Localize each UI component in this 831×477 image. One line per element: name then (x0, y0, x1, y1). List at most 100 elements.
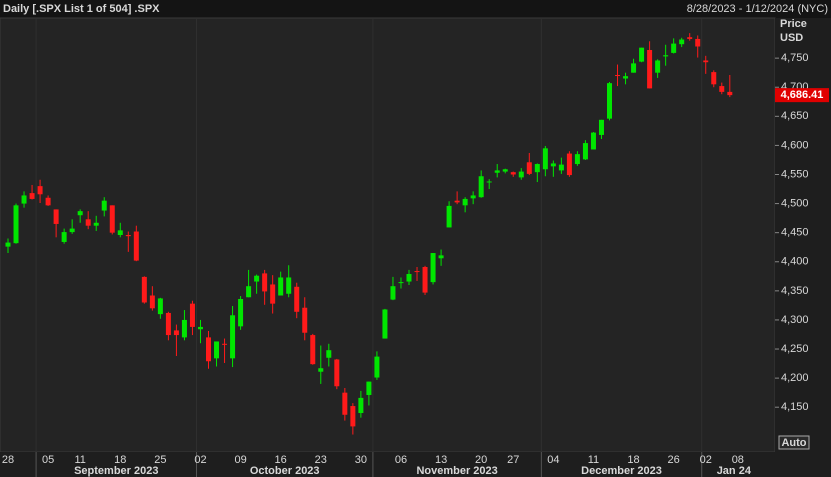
candle-body (254, 275, 260, 282)
candle-body (631, 63, 637, 73)
candle-body (719, 86, 725, 92)
month-label: November 2023 (416, 465, 497, 477)
y-tick-label: 4,150 (781, 401, 809, 413)
candle-body (310, 335, 316, 365)
candle-body (181, 319, 187, 338)
x-tick-label: 25 (154, 454, 166, 466)
candle-body (671, 43, 677, 53)
candle-body (574, 154, 580, 165)
candle-body (454, 200, 460, 203)
candle-body (342, 392, 348, 415)
date-range: 8/28/2023 - 1/12/2024 (NYC) (687, 3, 828, 15)
x-tick-label: 06 (395, 454, 407, 466)
x-tick-label: 09 (234, 454, 246, 466)
x-tick-label: 05 (42, 454, 54, 466)
candle-body (222, 343, 228, 345)
candle-body (406, 273, 412, 282)
candle-body (663, 55, 669, 57)
candle-body (262, 273, 268, 292)
candle-body (93, 222, 99, 226)
x-tick-label: 20 (475, 454, 487, 466)
x-tick-label: 30 (355, 454, 367, 466)
plot-area (0, 17, 776, 453)
y-tick-label: 4,500 (781, 197, 809, 209)
x-tick-label: 27 (507, 454, 519, 466)
y-tick-label: 4,350 (781, 285, 809, 297)
candle-body (350, 406, 356, 427)
candle-body (711, 72, 717, 85)
candle-body (526, 162, 532, 174)
x-tick-label: 23 (315, 454, 327, 466)
auto-button[interactable]: Auto (781, 437, 806, 449)
candle-body (326, 350, 332, 358)
y-label: Price (780, 18, 807, 30)
candle-body (679, 39, 685, 45)
candle-body (703, 60, 709, 63)
y-tick-label: 4,250 (781, 343, 809, 355)
candle-body (278, 277, 284, 296)
x-tick-label: 28 (2, 454, 14, 466)
y-unit: USD (780, 32, 803, 44)
candle-body (173, 330, 179, 336)
candle-body (13, 205, 19, 244)
candle-body (77, 211, 83, 216)
candle-body (647, 49, 653, 89)
candle-body (230, 315, 236, 359)
candle-body (374, 356, 380, 378)
chart-title: Daily [.SPX List 1 of 504] .SPX (3, 3, 160, 15)
candle-body (133, 231, 139, 261)
y-tick-label: 4,600 (781, 139, 809, 151)
candle-body (358, 397, 364, 414)
candle-body (366, 381, 372, 395)
candle-body (542, 148, 548, 170)
candle-body (390, 286, 396, 300)
candle-body (165, 312, 171, 336)
candle-body (149, 295, 155, 309)
candle-body (695, 38, 701, 47)
candle-body (558, 164, 564, 171)
candle-body (5, 242, 11, 247)
y-tick-label: 4,650 (781, 110, 809, 122)
candle-body (109, 205, 115, 233)
candle-body (197, 326, 203, 330)
date-axis (0, 452, 831, 477)
candle-body (510, 172, 516, 175)
candle-body (446, 205, 452, 228)
x-tick-label: 16 (275, 454, 287, 466)
candle-body (566, 153, 572, 176)
x-tick-label: 18 (114, 454, 126, 466)
y-tick-label: 4,200 (781, 372, 809, 384)
candle-body (639, 47, 645, 62)
candle-body (45, 197, 51, 206)
candle-body (189, 303, 195, 327)
candle-body (294, 286, 300, 312)
x-tick-label: 04 (547, 454, 559, 466)
candle-body (101, 200, 107, 211)
candle-body (607, 83, 612, 119)
candle-body (550, 163, 556, 167)
y-tick-label: 4,300 (781, 314, 809, 326)
candle-body (518, 171, 524, 178)
x-tick-label: 02 (194, 454, 206, 466)
candle-body (687, 37, 693, 39)
candle-body (438, 255, 444, 259)
x-tick-label: 26 (668, 454, 680, 466)
candle-body (270, 284, 276, 304)
auto-button-frame[interactable] (778, 435, 810, 450)
candle-body (727, 91, 733, 96)
candle-body (414, 271, 420, 273)
month-label: Jan 24 (717, 465, 752, 477)
candle-body (286, 277, 292, 294)
candle-body (29, 193, 35, 199)
y-tick-label: 4,400 (781, 256, 809, 268)
candle-body (214, 341, 220, 359)
candle-body (302, 307, 308, 333)
candle-body (246, 286, 252, 298)
candle-body (53, 209, 59, 224)
y-tick-label: 4,450 (781, 227, 809, 239)
title-bar (0, 0, 831, 18)
y-tick-label: 4,550 (781, 168, 809, 180)
month-label: December 2023 (581, 465, 662, 477)
